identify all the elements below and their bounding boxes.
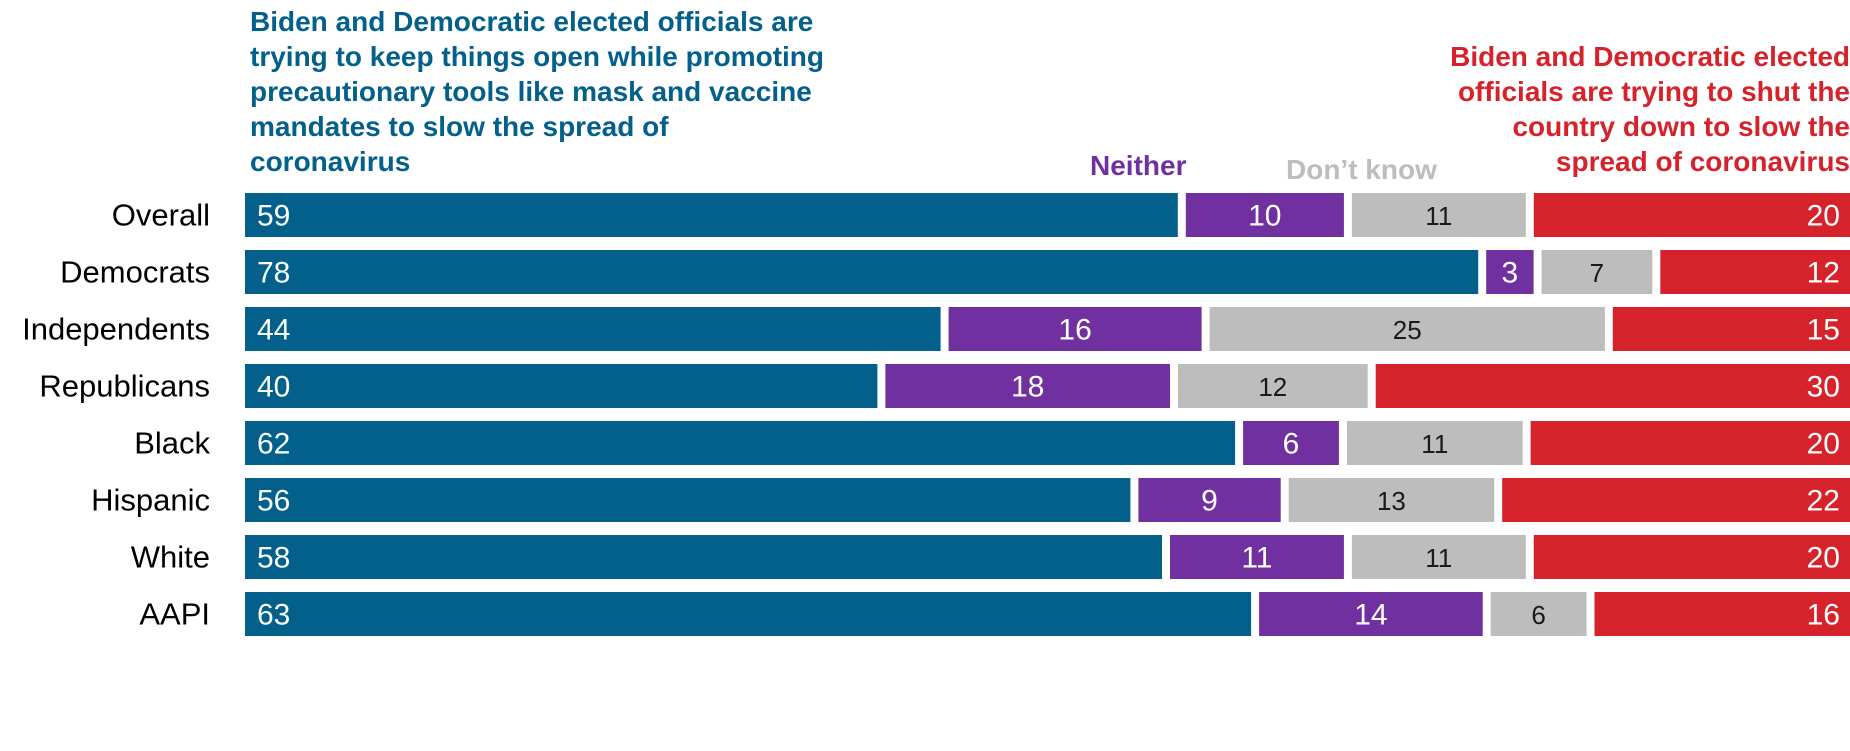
data-label-neither: 10 xyxy=(1248,200,1281,233)
data-label-dont-know: 7 xyxy=(1590,258,1604,288)
data-label-dont-know: 11 xyxy=(1421,429,1448,459)
data-label-dont-know: 13 xyxy=(1377,486,1406,516)
data-label-neither: 11 xyxy=(1241,542,1272,575)
bar-dont-know xyxy=(1288,478,1495,522)
bar-shut xyxy=(1594,592,1850,636)
bar-dont-know xyxy=(1346,421,1523,465)
bar-dont-know xyxy=(1209,307,1605,351)
data-label-shut: 22 xyxy=(1807,485,1840,518)
row-label: Democrats xyxy=(60,255,210,290)
data-label-dont-know: 11 xyxy=(1425,201,1452,231)
data-label-shut: 20 xyxy=(1807,428,1840,461)
data-label-open: 58 xyxy=(257,542,290,575)
bar-neither xyxy=(1259,592,1483,636)
bar-dont-know xyxy=(1351,535,1526,579)
data-label-shut: 20 xyxy=(1807,200,1840,233)
bar-open xyxy=(245,421,1236,465)
data-label-shut: 15 xyxy=(1807,314,1840,347)
data-label-open: 62 xyxy=(257,428,290,461)
bar-open xyxy=(245,364,878,408)
bar-neither xyxy=(1170,535,1344,579)
data-label-open: 78 xyxy=(257,257,290,290)
data-label-shut: 12 xyxy=(1807,257,1840,290)
row-label: Republicans xyxy=(39,369,210,404)
bar-shut xyxy=(1530,421,1850,465)
data-label-dont-know: 12 xyxy=(1258,372,1287,402)
data-label-neither: 9 xyxy=(1201,485,1218,518)
data-label-open: 44 xyxy=(257,314,290,347)
row-label: Overall xyxy=(112,198,210,233)
bar-shut xyxy=(1375,364,1850,408)
bar-shut xyxy=(1612,307,1850,351)
row-label: Hispanic xyxy=(91,483,210,518)
bar-neither xyxy=(948,307,1202,351)
bar-open xyxy=(245,193,1178,237)
header-neither: Neither xyxy=(1090,150,1187,181)
data-label-neither: 16 xyxy=(1058,314,1091,347)
bar-open xyxy=(245,592,1252,636)
bar-shut xyxy=(1533,193,1850,237)
bar-neither xyxy=(1243,421,1339,465)
bar-dont-know xyxy=(1178,364,1368,408)
data-label-neither: 6 xyxy=(1283,428,1300,461)
data-label-open: 40 xyxy=(257,371,290,404)
header-open: Biden and Democratic elected officials a… xyxy=(250,6,824,177)
bar-open xyxy=(245,250,1479,294)
row-label: Black xyxy=(134,426,210,461)
bar-neither xyxy=(1185,193,1344,237)
row-label: White xyxy=(131,540,210,575)
header-dont-know: Don’t know xyxy=(1286,154,1437,185)
bar-shut xyxy=(1533,535,1850,579)
data-label-neither: 3 xyxy=(1502,257,1519,290)
bar-dont-know xyxy=(1490,592,1587,636)
data-label-dont-know: 6 xyxy=(1531,600,1545,630)
bar-neither xyxy=(885,364,1170,408)
bar-dont-know xyxy=(1351,193,1526,237)
bar-open xyxy=(245,535,1162,579)
row-label: AAPI xyxy=(139,597,210,632)
data-label-neither: 18 xyxy=(1011,371,1044,404)
data-label-dont-know: 25 xyxy=(1393,315,1422,345)
data-label-neither: 14 xyxy=(1354,599,1387,632)
bar-shut xyxy=(1502,478,1850,522)
bar-dont-know xyxy=(1541,250,1653,294)
bar-open xyxy=(245,307,941,351)
header-shut: Biden and Democratic elected officials a… xyxy=(1450,41,1850,177)
bar-neither xyxy=(1486,250,1534,294)
data-label-open: 63 xyxy=(257,599,290,632)
data-label-shut: 16 xyxy=(1807,599,1840,632)
data-label-open: 59 xyxy=(257,200,290,233)
data-label-open: 56 xyxy=(257,485,290,518)
data-label-shut: 20 xyxy=(1807,542,1840,575)
bar-neither xyxy=(1138,478,1281,522)
bar-open xyxy=(245,478,1131,522)
data-label-shut: 30 xyxy=(1807,371,1840,404)
row-label: Independents xyxy=(22,312,210,347)
bar-shut xyxy=(1660,250,1850,294)
data-label-dont-know: 11 xyxy=(1425,543,1452,573)
